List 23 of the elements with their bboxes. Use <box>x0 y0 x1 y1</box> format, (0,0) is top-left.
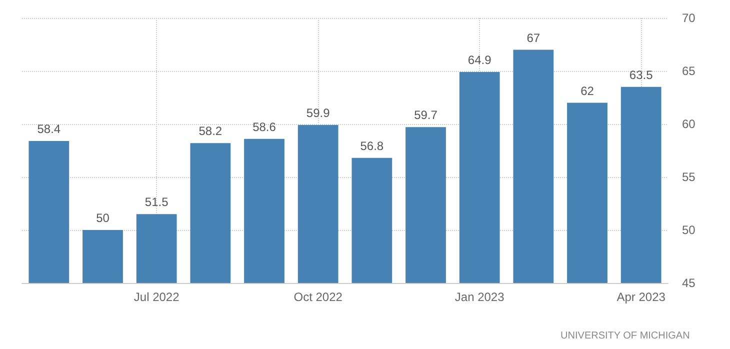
y-tick-label: 65 <box>682 64 696 78</box>
data-label: 58.6 <box>252 120 276 134</box>
x-tick-label: Jul 2022 <box>134 290 180 304</box>
data-label: 50 <box>96 211 110 225</box>
data-label: 51.5 <box>144 195 169 210</box>
data-label: 58.4 <box>37 122 61 136</box>
y-tick-label: 45 <box>682 276 696 290</box>
y-tick-label: 55 <box>682 170 696 184</box>
x-tick-label: Jan 2023 <box>454 290 505 304</box>
y-tick-label: 60 <box>682 117 696 131</box>
data-label: 62 <box>580 84 594 98</box>
text: UNIVERSITY OF MICHIGAN <box>560 330 690 342</box>
y-tick-label: 70 <box>682 11 696 25</box>
data-label: 59.7 <box>414 108 438 122</box>
y-tick-label: 50 <box>682 223 696 237</box>
x-tick-label: Oct 2022 <box>294 290 343 304</box>
data-label: 67 <box>526 30 540 45</box>
data-label: 63.5 <box>629 68 654 82</box>
data-label: 58.2 <box>198 124 222 138</box>
data-label: 59.9 <box>306 106 330 120</box>
data-label: 64.9 <box>468 53 492 68</box>
data-label: 56.8 <box>360 138 384 153</box>
x-tick-label: Apr 2023 <box>616 290 666 304</box>
